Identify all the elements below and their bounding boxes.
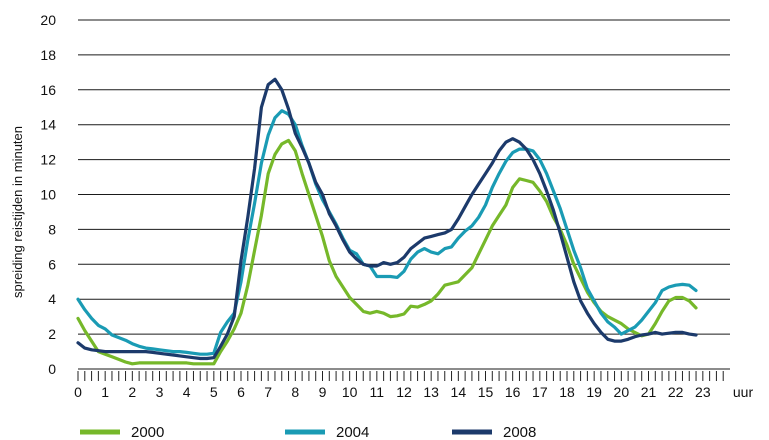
x-tick-label: 9	[319, 384, 327, 400]
x-tick-label: 8	[291, 384, 299, 400]
y-tick-label: 10	[40, 187, 56, 203]
x-tick-label: 2	[128, 384, 136, 400]
series-line-2004	[76, 109, 698, 356]
x-tick-label: 6	[237, 384, 245, 400]
legend-label: 2004	[336, 424, 369, 440]
x-tick-label: 14	[451, 384, 467, 400]
x-tick-label: 19	[586, 384, 602, 400]
x-axis-minor-ticks	[77, 371, 724, 381]
x-tick-label: 10	[342, 384, 358, 400]
x-tick-label: 4	[183, 384, 191, 400]
x-tick-label: 20	[614, 384, 630, 400]
x-tick-label: 1	[101, 384, 109, 400]
x-axis-ticks: 0 1 2 3 4 5 6 7 8 9 10 11 12 13 14 15 16 17 18 19 20 21 22 23	[74, 384, 711, 400]
x-tick-label: 18	[559, 384, 575, 400]
series-line-2008	[76, 77, 698, 361]
legend-item-2004: 2004	[285, 424, 369, 440]
x-tick-label: 12	[396, 384, 412, 400]
y-tick-label: 18	[40, 47, 56, 63]
y-tick-label: 6	[48, 256, 56, 272]
x-tick-label: 3	[156, 384, 164, 400]
y-tick-label: 14	[40, 117, 56, 133]
y-tick-label: 0	[48, 361, 56, 377]
legend-item-2008: 2008	[452, 424, 536, 440]
y-tick-label: 16	[40, 82, 56, 98]
y-tick-label: 2	[48, 326, 56, 342]
x-tick-label: 16	[505, 384, 521, 400]
x-tick-label: 15	[478, 384, 494, 400]
legend-label: 2008	[503, 424, 536, 440]
y-axis-ticks: 0 2 4 6 8 10 12 14 16 18 20	[40, 12, 56, 377]
x-axis-unit-label: uur	[733, 384, 754, 400]
y-tick-label: 8	[48, 221, 56, 237]
series-line-2000	[76, 138, 698, 366]
gridlines	[78, 19, 730, 370]
legend: 2000 2004 2008	[80, 424, 536, 440]
y-axis-label: spreiding reistijden in minuten	[10, 126, 25, 298]
legend-label: 2000	[131, 424, 164, 440]
x-tick-label: 11	[370, 384, 385, 400]
x-tick-label: 5	[210, 384, 218, 400]
x-tick-label: 22	[668, 384, 684, 400]
x-tick-label: 7	[264, 384, 272, 400]
series-lines	[76, 77, 698, 366]
legend-item-2000: 2000	[80, 424, 164, 440]
x-tick-label: 13	[423, 384, 439, 400]
x-tick-label: 23	[695, 384, 711, 400]
x-tick-label: 21	[641, 384, 657, 400]
y-tick-label: 12	[40, 152, 56, 168]
x-tick-label: 0	[74, 384, 82, 400]
y-tick-label: 20	[40, 12, 56, 28]
y-tick-label: 4	[48, 291, 56, 307]
x-tick-label: 17	[532, 384, 548, 400]
